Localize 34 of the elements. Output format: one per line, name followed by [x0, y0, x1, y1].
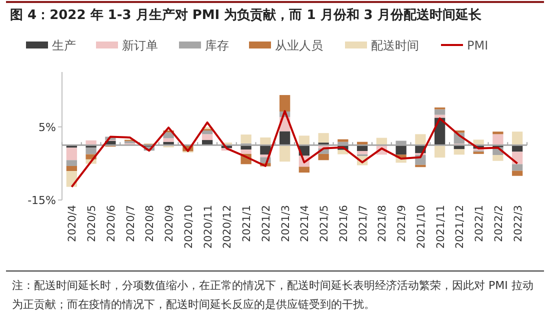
- x-tick-label: 2020/11: [202, 205, 214, 249]
- text: 注：配送时间延长时，分项数值缩小，在正常的情况下，配送时间延长表明经济活动繁荣，因此对 PMI 拉动为正贡献；而在疫情的情况下，配送时间延长反应的是供应链受到的干扰。: [12, 278, 534, 313]
- x-tick-label: 2021/1: [241, 205, 254, 242]
- legend-label: 生产: [52, 38, 76, 52]
- y-tick-label: -15%: [28, 194, 56, 207]
- x-tick-label: 2020/4: [66, 204, 79, 242]
- x-tick-label: 2021/9: [396, 205, 408, 242]
- legend-label: 库存: [205, 38, 229, 52]
- x-tick-label: 2020/9: [164, 205, 176, 242]
- x-tick-label: 2020/12: [222, 205, 234, 249]
- x-tick-label: 2021/8: [376, 205, 389, 242]
- y-tick-label: 5%: [38, 120, 56, 134]
- x-tick-label: 2020/5: [86, 205, 98, 242]
- x-tick-label: 2021/12: [454, 205, 466, 249]
- x-tick-label: 2021/11: [434, 205, 447, 249]
- legend-label: 新订单: [122, 38, 158, 52]
- x-tick-label: 2022/1: [474, 205, 486, 242]
- x-tick-label: 2022/3: [512, 205, 524, 242]
- legend-label: PMI: [467, 38, 488, 52]
- x-tick-label: 2022/2: [492, 205, 505, 242]
- x-tick-label: 2021/10: [415, 205, 428, 249]
- chart-title: 图 4：2022 年 1-3 月生产对 PMI 为负贡献，而 1 月份和 3 月份配送时间延长: [10, 7, 482, 23]
- legend-label: 从业人员: [275, 38, 323, 52]
- x-tick-label: 2020/10: [182, 205, 195, 249]
- x-tick-label: 2020/8: [144, 205, 156, 242]
- x-tick-label: 2021/2: [260, 205, 272, 242]
- x-tick-label: 2020/7: [124, 205, 137, 242]
- x-tick-label: 2021/5: [318, 205, 331, 242]
- x-tick-label: 2021/3: [280, 205, 292, 242]
- legend-label: 配送时间: [371, 38, 419, 52]
- x-tick-label: 2020/6: [105, 204, 118, 242]
- x-tick-label: 2021/4: [299, 204, 312, 242]
- x-tick-label: 2021/6: [338, 204, 350, 242]
- x-tick-label: 2021/7: [357, 205, 370, 242]
